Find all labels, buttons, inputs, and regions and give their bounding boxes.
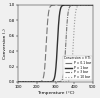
P = 1 bar [90, 4, 92, 6]
P = 1 bar [92, 4, 93, 6]
P = 10 bar [92, 4, 93, 6]
P = 0.1 bar [92, 4, 93, 6]
Line: P = 10 bar: P = 10 bar [18, 5, 93, 82]
P = 0.1 bar [18, 81, 19, 83]
P = 1 bar [62, 5, 63, 6]
P = 10 bar [53, 81, 54, 83]
P = 0.1 bar [54, 4, 55, 6]
P = 0.1 bar [58, 4, 59, 6]
P = 10 bar [54, 81, 55, 83]
P = 3 bar [79, 4, 80, 6]
P = 10 bar [79, 5, 80, 6]
P = 0.1 bar [84, 4, 85, 6]
P = 1 bar [54, 78, 55, 79]
P = 3 bar [54, 81, 55, 83]
P = 3 bar [18, 81, 19, 83]
P = 1 bar [18, 81, 19, 83]
P = 1 bar [53, 79, 54, 80]
P = 0.1 bar [62, 4, 63, 6]
P = 0.1 bar [79, 4, 80, 6]
P = 1 bar [79, 4, 80, 6]
P = 10 bar [90, 4, 92, 6]
P = 10 bar [58, 81, 59, 83]
P = 1 bar [58, 23, 59, 24]
P = 0.1 bar [91, 4, 92, 6]
P = 10 bar [62, 81, 63, 83]
P = 0.1 bar [53, 4, 54, 6]
X-axis label: Temperature (°C): Temperature (°C) [37, 91, 74, 95]
P = 3 bar [90, 4, 92, 6]
Y-axis label: Conversion (-): Conversion (-) [4, 28, 8, 59]
P = 3 bar [58, 81, 59, 82]
P = 3 bar [62, 78, 63, 79]
P = 3 bar [92, 4, 93, 6]
Line: P = 3 bar: P = 3 bar [18, 5, 93, 82]
P = 3 bar [53, 81, 54, 83]
Legend: P = 0.1 bar, P = 1 bar, P = 3 bar, P = 10 bar: P = 0.1 bar, P = 1 bar, P = 3 bar, P = 1… [63, 55, 92, 80]
Line: P = 0.1 bar: P = 0.1 bar [18, 5, 93, 82]
P = 10 bar [18, 81, 19, 83]
Line: P = 1 bar: P = 1 bar [18, 5, 93, 82]
